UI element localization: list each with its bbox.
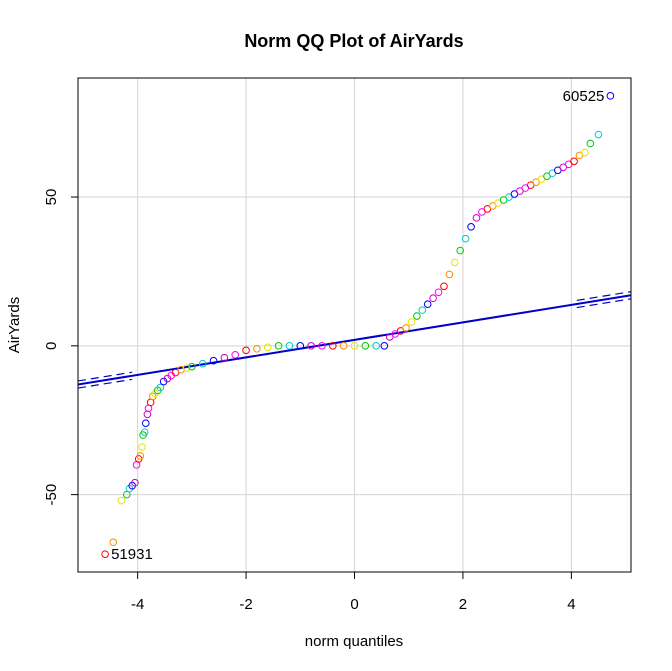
chart-title: Norm QQ Plot of AirYards (244, 31, 463, 51)
confidence-band-left (77, 371, 133, 382)
data-point (242, 346, 250, 355)
data-point (101, 550, 109, 558)
data-point (141, 419, 150, 428)
data-point (581, 148, 589, 157)
data-point (570, 157, 578, 166)
data-point (423, 300, 432, 308)
data-point (140, 428, 149, 436)
confidence-band-right (576, 298, 632, 309)
data-point (434, 288, 443, 297)
data-point (318, 342, 326, 350)
data-point (136, 452, 145, 460)
x-tick-label: -2 (239, 596, 252, 613)
x-tick-label: 2 (459, 596, 467, 613)
data-point (138, 443, 146, 451)
data-point (143, 410, 152, 419)
data-point (361, 342, 370, 350)
data-point (307, 342, 315, 350)
x-tick-label: 0 (350, 596, 358, 613)
data-point (182, 364, 191, 372)
data-point (109, 538, 118, 547)
x-axis-ticks: -4 -2 0 2 4 (131, 572, 576, 613)
y-tick-label: 0 (43, 342, 60, 350)
confidence-band-left (77, 378, 133, 389)
qq-reference-line (77, 294, 632, 386)
y-axis-label: AirYards (6, 297, 23, 353)
data-point (372, 342, 380, 350)
data-point (450, 258, 459, 267)
data-point (156, 383, 165, 392)
point-annotations: 60525 51931 (111, 88, 604, 563)
data-point (445, 270, 454, 279)
data-point (440, 282, 448, 291)
grid-lines (78, 78, 631, 572)
x-axis-label: norm quantiles (305, 633, 403, 650)
data-point (274, 342, 283, 350)
data-point (177, 365, 185, 374)
data-point (131, 478, 139, 487)
data-point (198, 359, 207, 368)
x-tick-label: 4 (567, 596, 575, 613)
data-points (101, 92, 615, 558)
data-point (220, 353, 229, 362)
data-point (594, 130, 603, 139)
data-point (380, 342, 389, 350)
data-point (231, 350, 240, 359)
data-point (253, 345, 261, 353)
data-point (418, 306, 427, 314)
data-point (188, 362, 196, 371)
reference-line (77, 291, 632, 389)
data-point (285, 342, 294, 350)
point-annotation-label: 60525 (563, 88, 605, 105)
data-point (429, 294, 437, 303)
confidence-band-right (576, 291, 632, 302)
data-point (402, 324, 410, 332)
data-point (472, 214, 481, 222)
point-annotation-label: 51931 (111, 546, 153, 563)
data-point (350, 342, 359, 350)
data-point (456, 246, 465, 255)
data-point (329, 342, 337, 350)
data-point (461, 234, 470, 243)
x-tick-label: -4 (131, 596, 144, 613)
data-point (407, 318, 416, 326)
data-point (467, 222, 475, 231)
data-point (209, 356, 218, 365)
data-point (586, 139, 595, 148)
y-axis-ticks: -50 0 50 (43, 189, 78, 506)
y-tick-label: 50 (43, 189, 60, 206)
data-point (117, 496, 126, 505)
data-point (263, 343, 272, 352)
data-point (606, 92, 615, 100)
data-point (296, 342, 305, 350)
y-tick-label: -50 (43, 484, 60, 506)
data-point (413, 312, 421, 320)
data-point (339, 342, 348, 350)
